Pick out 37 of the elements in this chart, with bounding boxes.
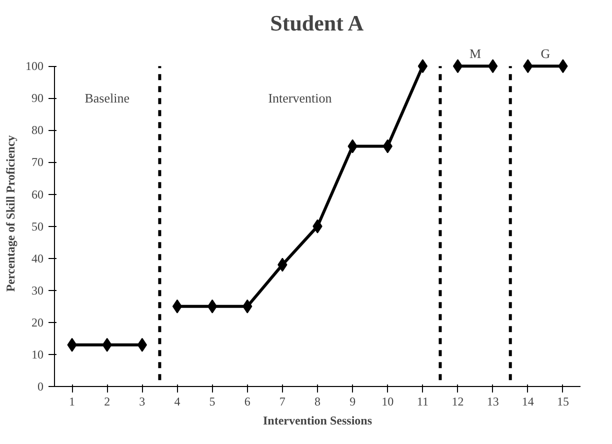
x-tick-label: 4 (174, 394, 180, 408)
y-tick-label: 50 (32, 219, 44, 234)
y-tick-label: 20 (32, 315, 44, 330)
y-tick-label: 70 (32, 155, 44, 170)
x-tick-label: 13 (486, 394, 499, 408)
text: M (470, 46, 482, 61)
x-tick-label: 2 (104, 394, 110, 408)
annotation: Baseline (84, 90, 130, 106)
point (207, 299, 218, 314)
point (172, 299, 182, 314)
x-tick-label: 1 (69, 394, 76, 408)
x-tick-label: 15 (556, 394, 569, 408)
x-tick-label: 3 (139, 394, 146, 408)
x-tick-label: 9 (350, 394, 356, 408)
x-tick-label: 5 (209, 394, 216, 408)
x-tick-label: 12 (452, 394, 464, 408)
y-tick-label: 100 (26, 59, 44, 74)
x-tick-label: 7 (279, 394, 286, 408)
text: G (540, 46, 550, 61)
y-axis-title: Percentage of Skill Proficiency (4, 135, 18, 292)
y-tick-label: 90 (32, 91, 44, 106)
y-tick-label: 30 (32, 283, 44, 298)
x-tick-label: 11 (416, 394, 428, 408)
y-tick-label: 60 (32, 187, 44, 202)
annotation: Intervention (268, 90, 332, 106)
y-tick-label: 0 (38, 380, 44, 394)
point (418, 59, 428, 74)
chart-title: Student A (270, 10, 364, 36)
y-tick-label: 80 (32, 123, 44, 138)
point (452, 59, 463, 74)
x-axis-title: Intervention Sessions (262, 414, 372, 428)
y-tick-label: 40 (32, 251, 44, 266)
x-tick-label: 10 (382, 394, 394, 408)
y-tick-label: 10 (32, 347, 44, 362)
x-tick-label: 8 (314, 394, 320, 408)
x-tick-label: 6 (244, 394, 250, 408)
x-tick-label: 14 (522, 394, 534, 408)
